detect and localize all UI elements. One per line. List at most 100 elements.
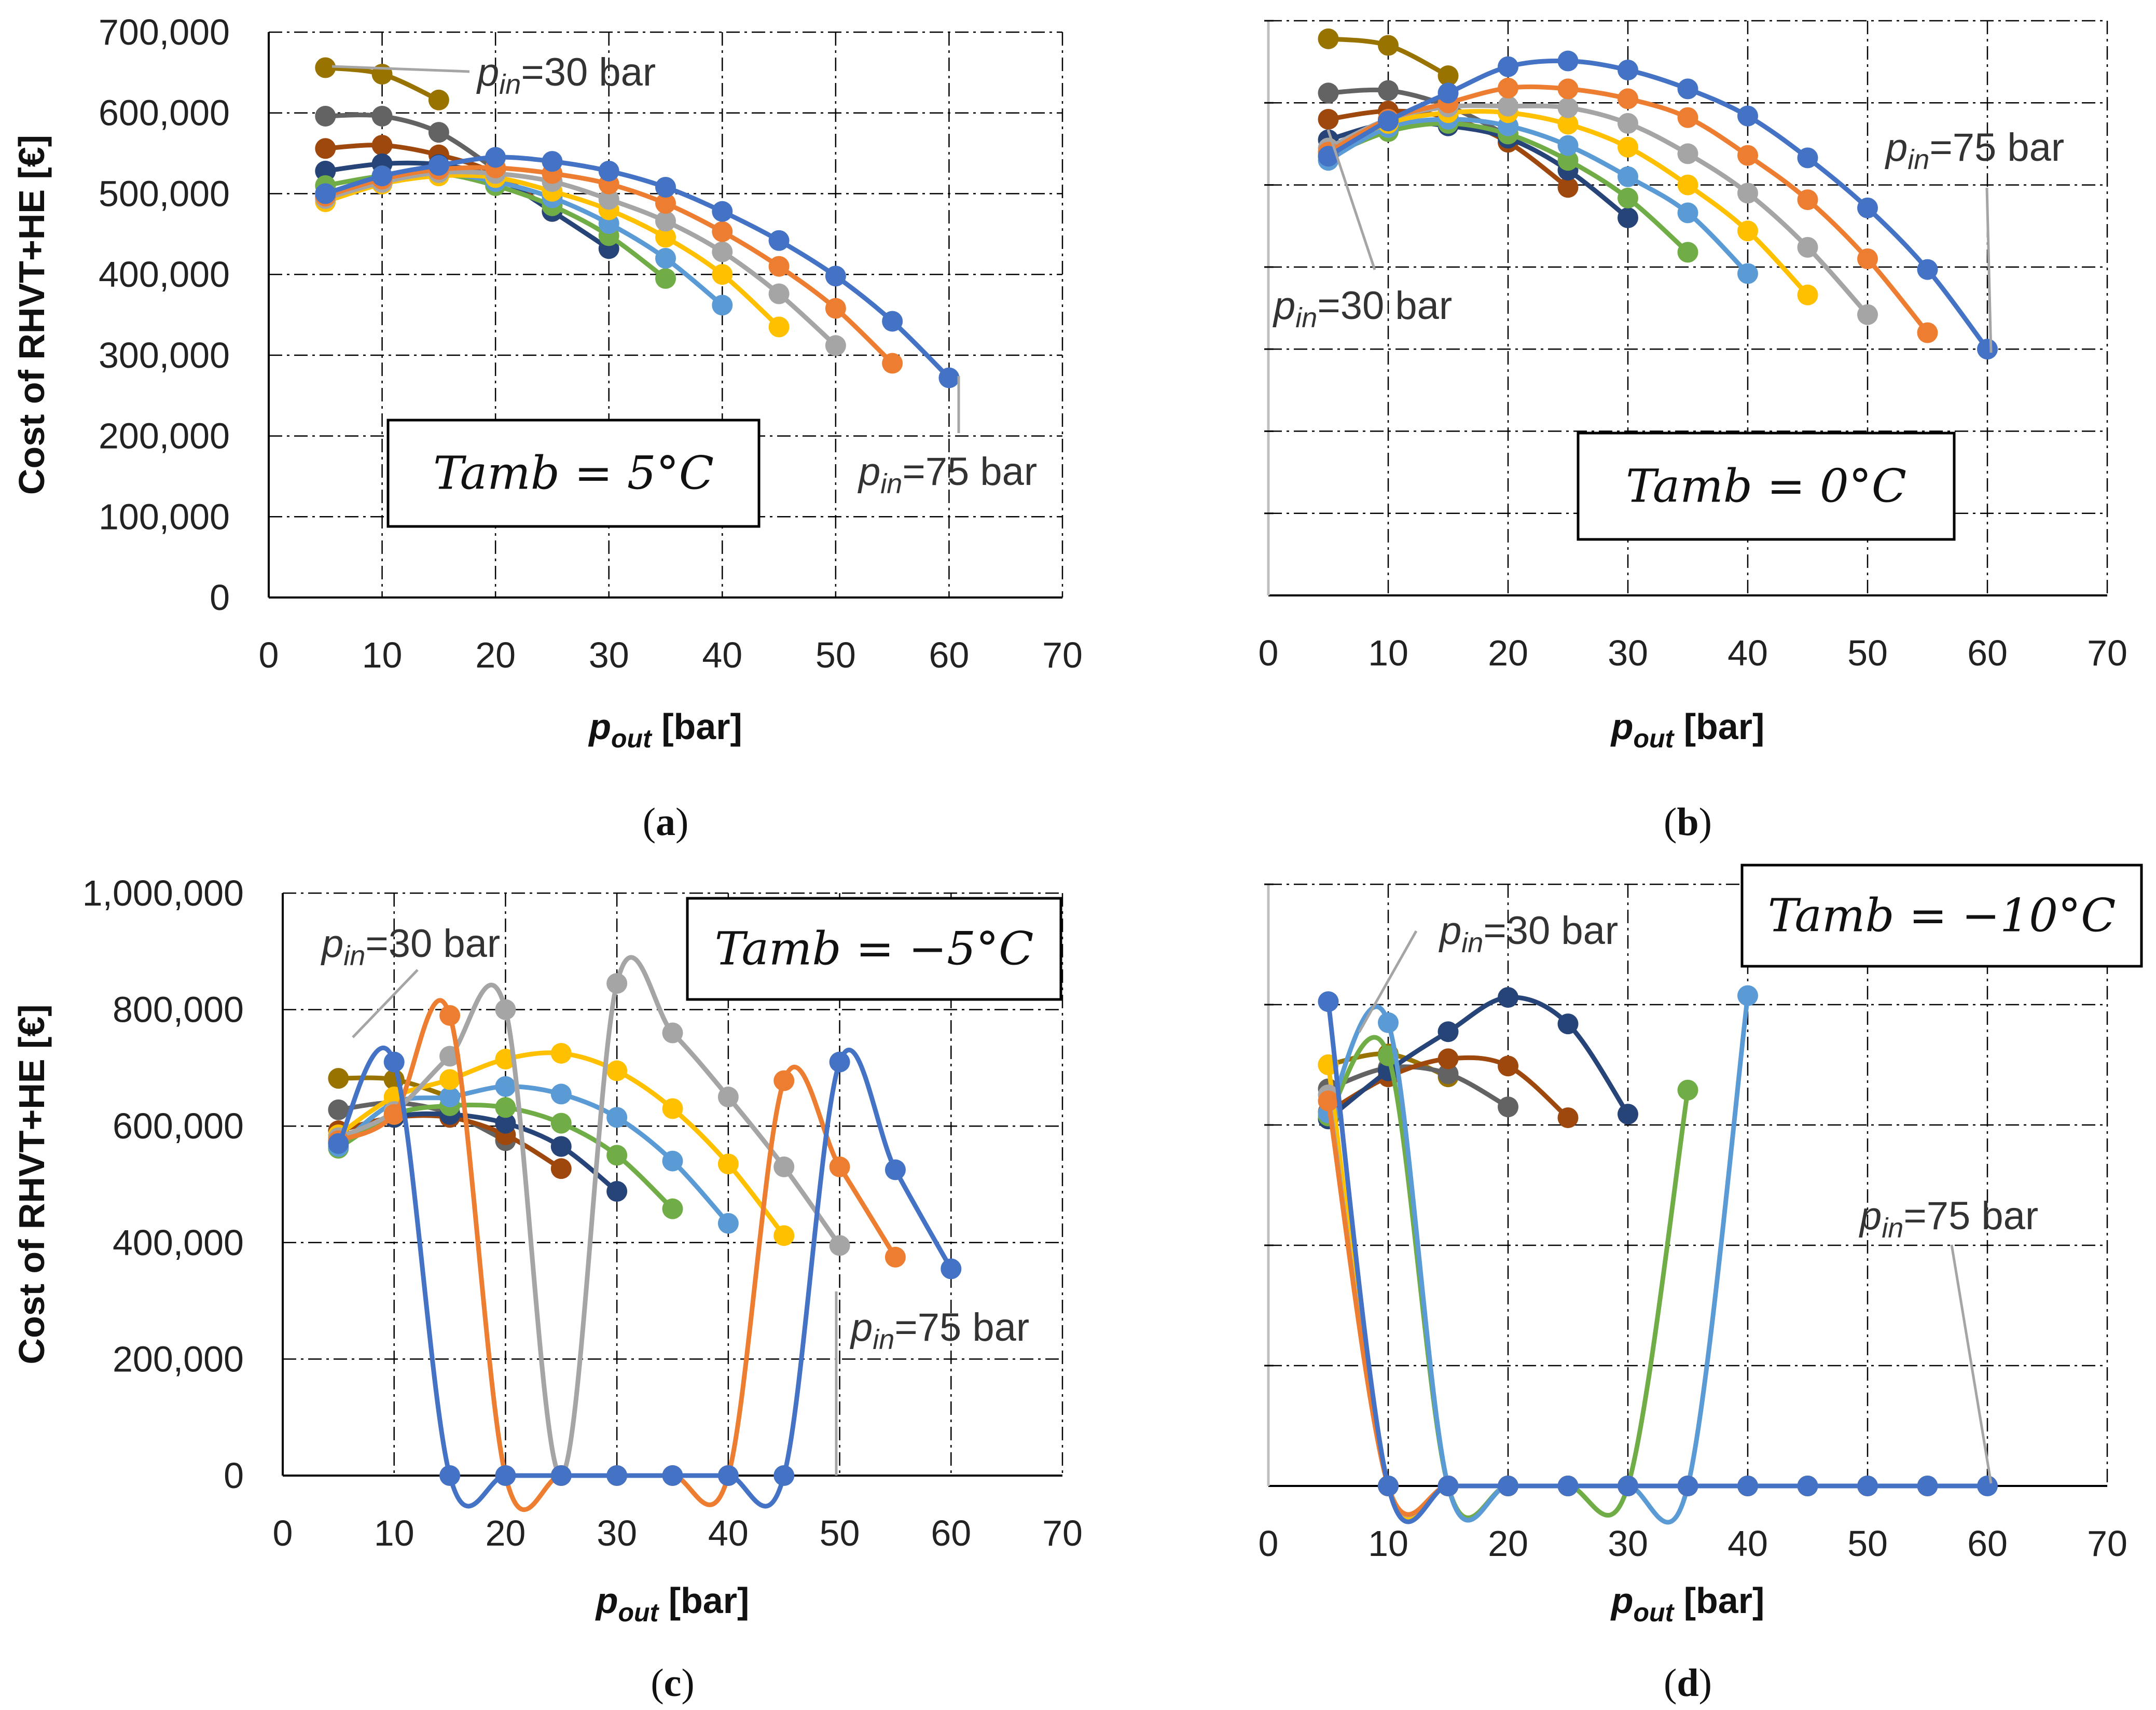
data-point: [662, 1198, 683, 1219]
panel-caption: (d): [1664, 1661, 1712, 1705]
temperature-label-box: Tamb = −10°C: [1740, 864, 2143, 968]
data-point: [1438, 1476, 1459, 1496]
pin-annotation: pin=75 bar: [835, 1291, 1029, 1476]
data-point: [315, 160, 336, 182]
data-point: [662, 1150, 683, 1172]
x-tick-label: 40: [1727, 1523, 1768, 1564]
x-tick-label: 20: [1488, 633, 1528, 673]
series-pin-40-bar: [1318, 1048, 1579, 1129]
data-point: [1438, 82, 1459, 104]
data-point: [712, 221, 733, 242]
data-point: [1318, 991, 1339, 1012]
temperature-label-box: Tamb = 0°C: [1577, 432, 1956, 541]
annotation-leader-line: [352, 969, 419, 1038]
x-tick-label: 30: [589, 635, 629, 675]
data-point: [371, 165, 393, 187]
data-point: [717, 1465, 739, 1486]
data-point: [1618, 1476, 1638, 1496]
series-pin-75-bar: [315, 147, 960, 388]
caption-open: (: [651, 1661, 664, 1705]
data-point: [439, 1069, 461, 1090]
data-point: [1318, 82, 1339, 104]
x-axis-title: pout [bar]: [1610, 1580, 1765, 1627]
annotation-value: =30 bar: [365, 922, 500, 966]
x-tick-label: 70: [1042, 635, 1083, 675]
label-box-frame: [686, 897, 1062, 1001]
data-point: [550, 1465, 572, 1486]
data-point: [1677, 143, 1698, 164]
x-axis-title-symbol: p: [1610, 706, 1634, 747]
y-tick-label: 0: [210, 577, 230, 618]
data-point: [383, 1104, 405, 1125]
data-point: [598, 160, 619, 182]
data-point: [717, 1213, 739, 1234]
data-point: [1438, 1048, 1459, 1069]
annotation-symbol: p: [1273, 284, 1295, 328]
x-tick-label: 50: [820, 1513, 860, 1553]
y-tick-label: 700,000: [99, 12, 230, 52]
series-line: [323, 113, 498, 172]
data-point: [495, 1113, 516, 1134]
annotation-leader-line: [1985, 187, 1993, 353]
annotation-leader-line: [331, 65, 470, 73]
x-tick-label: 0: [259, 635, 279, 675]
data-point: [439, 1087, 461, 1108]
y-tick-label: 800,000: [113, 990, 244, 1030]
data-point: [328, 1099, 349, 1120]
x-tick-label: 70: [2087, 633, 2127, 673]
series-pin-65-bar: [1318, 1085, 1878, 1518]
data-point: [1378, 80, 1399, 101]
annotation-symbol: p: [850, 1305, 873, 1350]
data-point: [1797, 284, 1818, 305]
x-tick-label: 60: [1967, 1523, 2008, 1564]
x-tick-label: 50: [1847, 633, 1888, 673]
data-point: [1917, 322, 1938, 343]
data-point: [1737, 263, 1758, 284]
data-point: [1438, 1021, 1459, 1042]
data-point: [655, 248, 676, 269]
caption-letter: c: [664, 1661, 682, 1705]
x-tick-label: 40: [702, 635, 742, 675]
caption-close: ): [681, 1661, 694, 1705]
pin-annotation-label: pin=75 bar: [850, 1305, 1029, 1355]
x-axis-title-symbol: p: [595, 1580, 618, 1621]
data-point: [1797, 189, 1818, 211]
x-axis-title-symbol: p: [1610, 1580, 1634, 1621]
caption-close: ): [675, 800, 688, 844]
data-point: [315, 105, 336, 127]
y-tick-label: 0: [224, 1455, 244, 1496]
data-point: [1378, 1012, 1399, 1033]
data-point: [1618, 88, 1638, 109]
data-point: [1618, 187, 1638, 208]
data-point: [1318, 28, 1339, 49]
caption-close: ): [1699, 1661, 1712, 1705]
annotation-subscript: in: [499, 69, 521, 100]
series-pin-75-bar: [1318, 50, 1998, 360]
data-point: [768, 256, 790, 277]
data-point: [1557, 1476, 1579, 1496]
data-point: [938, 367, 960, 388]
y-tick-label: 400,000: [99, 254, 230, 295]
data-point: [495, 1465, 516, 1486]
annotation-leader-line: [1358, 930, 1418, 1033]
temperature-label: Tamb = −10°C: [1768, 889, 2116, 942]
data-point: [1557, 114, 1579, 135]
data-point: [1857, 1476, 1878, 1496]
y-tick-label: 600,000: [113, 1106, 244, 1146]
annotation-subscript: in: [1295, 302, 1317, 333]
x-axis-title-unit: [bar]: [652, 706, 742, 747]
x-axis-title-unit: [bar]: [1674, 706, 1764, 747]
caption-letter: d: [1677, 1661, 1698, 1705]
series-line: [1326, 1064, 1511, 1109]
x-axis-title-subscript: out: [611, 724, 653, 753]
data-point: [1618, 136, 1638, 158]
data-point: [825, 335, 846, 356]
data-point: [825, 298, 846, 319]
data-point: [1618, 113, 1638, 134]
temperature-label: Tamb = 0°C: [1626, 460, 1906, 513]
data-point: [383, 1051, 405, 1073]
annotation-value: =75 bar: [894, 1305, 1029, 1350]
x-tick-label: 0: [1259, 1523, 1279, 1564]
data-point: [882, 311, 903, 332]
